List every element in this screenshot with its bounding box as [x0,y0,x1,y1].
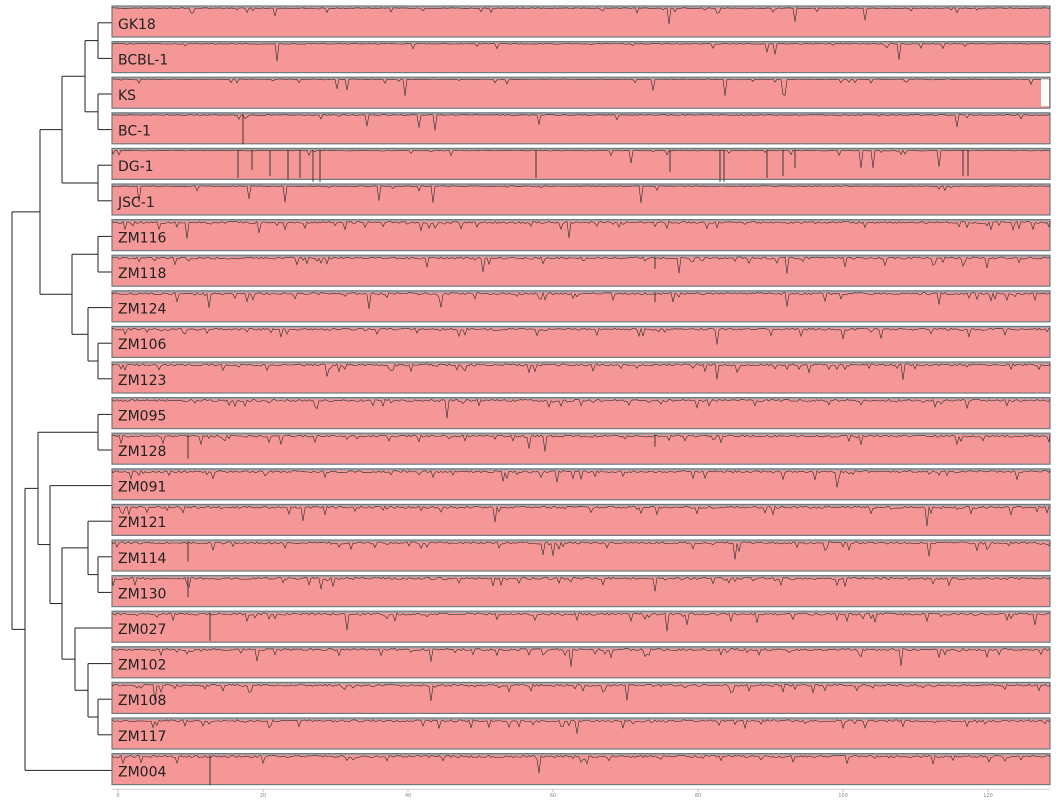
strain-label: ZM102 [118,658,166,674]
strain-label: ZM027 [118,622,166,638]
strain-label: ZM114 [118,551,166,567]
track-zm128 [111,432,1051,465]
strain-label: DG-1 [118,159,154,175]
track-zm004 [111,752,1051,786]
track-gk18 [111,5,1051,38]
axis-tick-label: 80 [695,793,701,799]
x-axis: 0 20 40 60 80 100 120 [112,788,1050,799]
track-zm095 [111,397,1051,430]
track-dg-1 [111,147,1051,180]
axis-tick-label: 0 [116,793,119,799]
strain-label: ZM123 [118,373,166,389]
strain-label: ZM004 [118,764,166,780]
similarity-tracks [111,5,1051,786]
track-ks [111,76,1051,109]
strain-label: ZM124 [118,302,166,318]
strain-label: ZM108 [118,693,166,709]
strain-label: ZM128 [118,444,166,460]
strain-label: ZM130 [118,586,166,602]
track-zm102 [111,646,1051,679]
axis-tick-label: 100 [838,793,848,799]
strain-label: ZM121 [118,515,166,531]
axis-tick-label: 60 [550,793,556,799]
strain-label: ZM106 [118,337,166,353]
strain-labels: GK18 BCBL-1 KS BC-1 DG-1 JSC-1 ZM116 ZM118 ZM124… [117,17,168,781]
track-zm106 [111,325,1051,358]
track-jsc-1 [111,183,1051,216]
strain-label: ZM091 [118,480,166,496]
track-zm121 [111,503,1051,536]
track-bc-1 [111,112,1051,145]
axis-tick-label: 120 [983,793,993,799]
track-zm117 [111,717,1051,750]
track-zm124 [111,290,1051,323]
strain-label: ZM118 [118,266,166,282]
strain-label: JSC-1 [117,195,155,211]
axis-tick-label: 20 [260,793,266,799]
strain-label: BC-1 [118,124,151,140]
track-zm116 [111,219,1051,252]
strain-label: ZM095 [118,408,166,424]
track-zm118 [111,254,1051,287]
strain-label: KS [118,88,136,104]
strain-label: ZM116 [118,230,166,246]
track-zm027 [111,610,1051,643]
track-zm108 [111,681,1051,715]
strain-label: GK18 [118,17,156,33]
track-bcbl-1 [111,40,1051,74]
track-zm130 [111,574,1051,608]
phylogenetic-tree [11,22,112,771]
axis-tick-label: 40 [405,793,411,799]
strain-label: BCBL-1 [118,52,168,68]
track-zm091 [111,468,1051,501]
strain-label: ZM117 [118,729,166,745]
track-zm114 [111,539,1051,572]
track-zm123 [111,361,1051,394]
